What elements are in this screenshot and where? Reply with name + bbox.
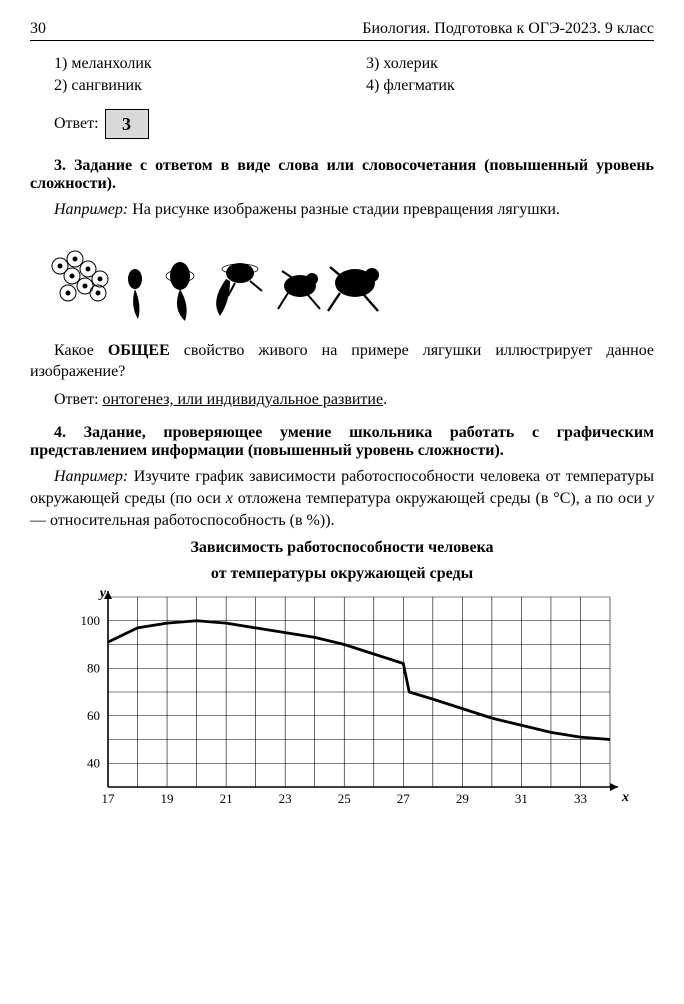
option-3: 3) холерик — [342, 55, 654, 73]
t4-example-prefix: Например: — [54, 468, 128, 485]
task3-title: 3. Задание с ответом в виде слова или сл… — [30, 157, 654, 193]
q-prefix: Какое — [54, 342, 108, 359]
task3-answer: Ответ: онтогенез, или индивидуальное раз… — [30, 389, 654, 411]
svg-text:23: 23 — [279, 791, 292, 806]
svg-text:33: 33 — [574, 791, 587, 806]
frog-svg — [30, 231, 390, 326]
task4-example: Например: Изучите график зависимости раб… — [30, 466, 654, 531]
svg-text:21: 21 — [220, 791, 233, 806]
task3-question: Какое ОБЩЕЕ свойство живого на примере л… — [30, 340, 654, 383]
task3-example-text: На рисунке изображены разные стадии прев… — [128, 201, 560, 218]
svg-text:19: 19 — [161, 791, 174, 806]
t4-mid1: отложена температура окружающей среды (в… — [233, 490, 647, 507]
svg-text:y: y — [98, 587, 107, 601]
svg-text:27: 27 — [397, 791, 411, 806]
answer-row: Ответ: 3 — [54, 109, 654, 139]
svg-text:x: x — [621, 790, 629, 805]
svg-text:31: 31 — [515, 791, 528, 806]
ans-prefix: Ответ: — [54, 391, 103, 408]
line-chart: 17 19 21 23 25 27 29 31 33 40 60 80 100 x y — [50, 587, 630, 817]
option-1: 1) меланхолик — [30, 55, 342, 73]
page-header: 30 Биология. Подготовка к ОГЭ-2023. 9 кл… — [30, 20, 654, 41]
q-bold: ОБЩЕЕ — [108, 342, 170, 359]
answer-box: 3 — [105, 109, 149, 139]
frog-stages-figure — [30, 231, 654, 326]
t4-x: x — [226, 490, 233, 507]
option-4: 4) флегматик — [342, 77, 654, 95]
t4-mid2: — относительная работоспособность (в %))… — [30, 512, 335, 529]
svg-text:17: 17 — [102, 791, 116, 806]
chart-title-2: от температуры окружающей среды — [30, 565, 654, 583]
answer-options: 1) меланхолик 2) сангвиник 3) холерик 4)… — [30, 55, 654, 99]
ans-dot: . — [383, 391, 387, 408]
ans-text: онтогенез, или индивидуальное развитие — [103, 391, 384, 408]
chart-title-1: Зависимость работоспособности человека — [30, 539, 654, 557]
option-2: 2) сангвиник — [30, 77, 342, 95]
svg-text:80: 80 — [87, 660, 100, 675]
page-number: 30 — [30, 20, 46, 38]
chart-container: 17 19 21 23 25 27 29 31 33 40 60 80 100 x y — [50, 587, 634, 817]
task3-example: Например: На рисунке изображены разные с… — [30, 199, 654, 221]
book-title: Биология. Подготовка к ОГЭ-2023. 9 класс — [362, 20, 654, 38]
svg-text:29: 29 — [456, 791, 469, 806]
svg-text:25: 25 — [338, 791, 351, 806]
svg-text:100: 100 — [81, 613, 101, 628]
svg-text:40: 40 — [87, 755, 100, 770]
t4-y: y — [647, 490, 654, 507]
answer-label: Ответ: — [54, 115, 99, 133]
example-prefix: Например: — [54, 201, 128, 218]
task4-title: 4. Задание, проверяющее умение школьника… — [30, 424, 654, 460]
svg-text:60: 60 — [87, 708, 100, 723]
